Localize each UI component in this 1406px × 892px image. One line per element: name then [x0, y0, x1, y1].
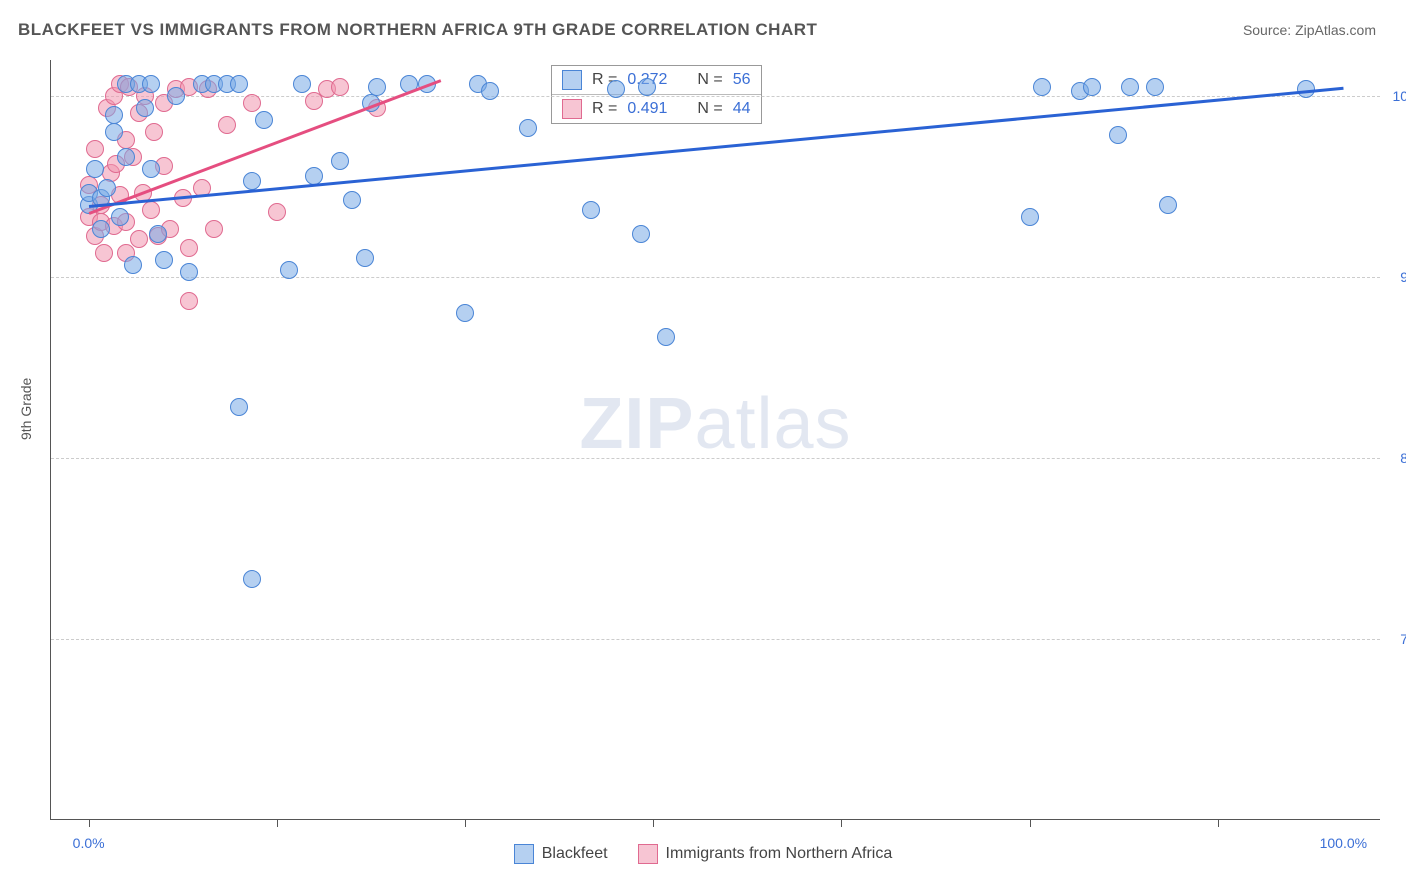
data-point-pink [268, 203, 286, 221]
x-tick [89, 819, 90, 827]
data-point-blue [180, 263, 198, 281]
legend-label-pink: Immigrants from Northern Africa [666, 845, 893, 863]
data-point-blue [167, 87, 185, 105]
legend-label-blue: Blackfeet [542, 845, 608, 863]
data-point-pink [205, 220, 223, 238]
watermark: ZIPatlas [579, 383, 851, 465]
stats-row-pink: R = 0.491 N = 44 [552, 95, 761, 123]
data-point-blue [456, 304, 474, 322]
data-point-blue [1146, 78, 1164, 96]
source-attribution: Source: ZipAtlas.com [1243, 22, 1376, 38]
swatch-blue-icon [514, 844, 534, 864]
data-point-blue [331, 152, 349, 170]
source-prefix: Source: [1243, 22, 1295, 38]
gridline [51, 639, 1380, 640]
data-point-blue [1109, 126, 1127, 144]
data-point-pink [95, 244, 113, 262]
gridline [51, 458, 1380, 459]
data-point-pink [142, 201, 160, 219]
data-point-blue [243, 570, 261, 588]
data-point-blue [142, 75, 160, 93]
swatch-pink-icon [562, 99, 582, 119]
legend-item-blue: Blackfeet [514, 844, 608, 864]
data-point-pink [180, 292, 198, 310]
data-point-blue [98, 179, 116, 197]
data-point-blue [1159, 196, 1177, 214]
x-tick [841, 819, 842, 827]
n-value-pink: 44 [733, 100, 751, 118]
y-tick-label: 100.0% [1385, 88, 1406, 104]
r-value-pink: 0.491 [627, 100, 667, 118]
data-point-blue [356, 249, 374, 267]
data-point-blue [230, 75, 248, 93]
data-point-blue [1021, 208, 1039, 226]
data-point-blue [149, 225, 167, 243]
x-tick [1218, 819, 1219, 827]
data-point-blue [124, 256, 142, 274]
data-point-blue [111, 208, 129, 226]
x-tick [1030, 819, 1031, 827]
data-point-blue [1033, 78, 1051, 96]
data-point-blue [142, 160, 160, 178]
data-point-blue [1121, 78, 1139, 96]
data-point-blue [519, 119, 537, 137]
data-point-blue [280, 261, 298, 279]
data-point-blue [632, 225, 650, 243]
data-point-pink [218, 116, 236, 134]
data-point-blue [343, 191, 361, 209]
legend-item-pink: Immigrants from Northern Africa [638, 844, 893, 864]
data-point-blue [155, 251, 173, 269]
stats-row-blue: R = 0.272 N = 56 [552, 66, 761, 95]
data-point-blue [243, 172, 261, 190]
data-point-blue [92, 220, 110, 238]
data-point-blue [117, 148, 135, 166]
gridline [51, 277, 1380, 278]
data-point-blue [136, 99, 154, 117]
x-tick [653, 819, 654, 827]
correlation-stats-box: R = 0.272 N = 56 R = 0.491 N = 44 [551, 65, 762, 124]
data-point-pink [145, 123, 163, 141]
chart-title: BLACKFEET VS IMMIGRANTS FROM NORTHERN AF… [18, 20, 817, 40]
data-point-pink [86, 140, 104, 158]
data-point-blue [1083, 78, 1101, 96]
watermark-zip: ZIP [579, 384, 694, 464]
data-point-blue [582, 201, 600, 219]
data-point-blue [657, 328, 675, 346]
n-label: N = [697, 100, 722, 118]
data-point-blue [481, 82, 499, 100]
scatter-plot-area: ZIPatlas R = 0.272 N = 56 R = 0.491 N = … [50, 60, 1380, 820]
data-point-pink [243, 94, 261, 112]
swatch-pink-icon [638, 844, 658, 864]
data-point-blue [105, 123, 123, 141]
data-point-pink [130, 230, 148, 248]
data-point-blue [638, 78, 656, 96]
watermark-atlas: atlas [694, 384, 851, 464]
y-tick-label: 92.5% [1385, 269, 1406, 285]
data-point-blue [368, 78, 386, 96]
data-point-blue [86, 160, 104, 178]
x-tick [277, 819, 278, 827]
source-name: ZipAtlas.com [1295, 22, 1376, 38]
data-point-pink [331, 78, 349, 96]
y-tick-label: 85.0% [1385, 450, 1406, 466]
data-point-blue [105, 106, 123, 124]
y-axis-title: 9th Grade [18, 378, 34, 440]
r-label: R = [592, 100, 617, 118]
x-tick [465, 819, 466, 827]
n-label: N = [697, 71, 722, 89]
data-point-blue [230, 398, 248, 416]
data-point-blue [607, 80, 625, 98]
bottom-legend: Blackfeet Immigrants from Northern Afric… [0, 844, 1406, 864]
swatch-blue-icon [562, 70, 582, 90]
data-point-blue [255, 111, 273, 129]
y-tick-label: 77.5% [1385, 631, 1406, 647]
n-value-blue: 56 [733, 71, 751, 89]
data-point-blue [293, 75, 311, 93]
data-point-pink [180, 239, 198, 257]
